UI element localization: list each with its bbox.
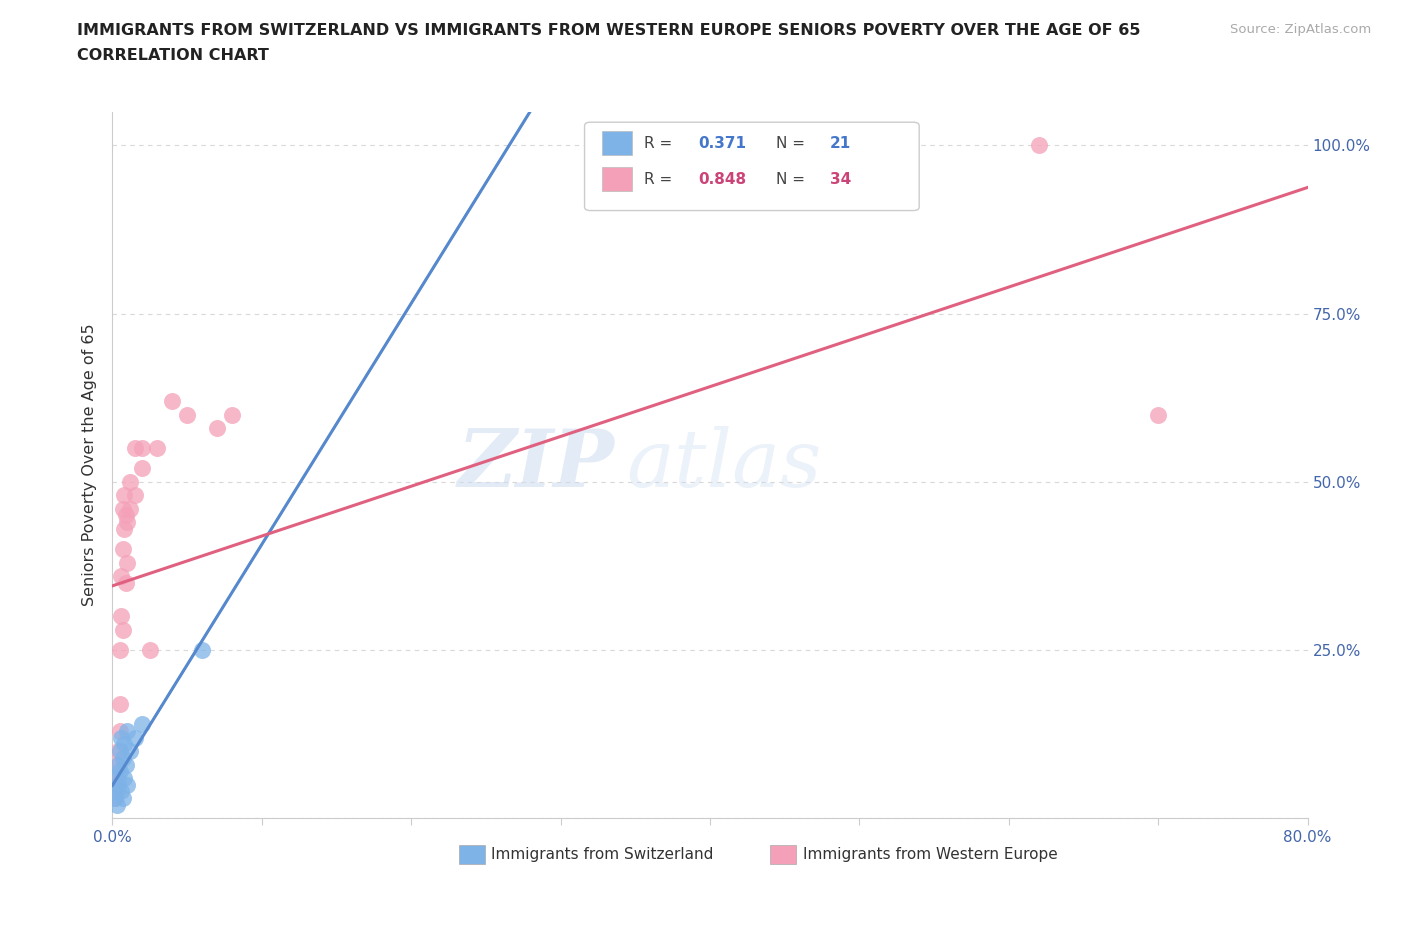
Text: N =: N =: [776, 172, 810, 187]
Point: [110, 568, 132, 583]
Text: atlas: atlas: [627, 426, 821, 504]
Text: Immigrants from Western Europe: Immigrants from Western Europe: [803, 847, 1057, 862]
Point: [117, 555, 139, 570]
Point: [124, 441, 146, 456]
Point: [115, 508, 138, 523]
Point: [1147, 407, 1170, 422]
Point: [108, 764, 131, 778]
Point: [162, 393, 183, 408]
Text: R =: R =: [644, 136, 678, 151]
Point: [131, 461, 153, 476]
Point: [105, 798, 128, 813]
Text: 0.848: 0.848: [699, 172, 747, 187]
Text: 0.371: 0.371: [699, 136, 747, 151]
Point: [115, 576, 138, 591]
Text: ZIP: ZIP: [457, 426, 614, 504]
Point: [111, 622, 134, 637]
Point: [107, 757, 129, 772]
FancyBboxPatch shape: [603, 166, 633, 192]
Point: [114, 771, 135, 786]
Point: [115, 757, 138, 772]
Point: [131, 441, 153, 456]
Y-axis label: Seniors Poverty Over the Age of 65: Seniors Poverty Over the Age of 65: [82, 324, 97, 606]
Point: [124, 488, 146, 503]
Point: [124, 730, 146, 745]
Point: [108, 643, 131, 658]
Point: [139, 643, 162, 658]
Point: [120, 744, 142, 759]
Point: [110, 609, 132, 624]
Point: [114, 522, 135, 537]
Point: [110, 784, 132, 799]
Text: Immigrants from Switzerland: Immigrants from Switzerland: [491, 847, 714, 862]
FancyBboxPatch shape: [458, 844, 485, 864]
Point: [107, 771, 129, 786]
Point: [111, 751, 134, 765]
Point: [221, 407, 243, 422]
Point: [191, 643, 214, 658]
Point: [111, 790, 134, 805]
Text: CORRELATION CHART: CORRELATION CHART: [77, 48, 269, 63]
Point: [111, 501, 134, 516]
Text: 34: 34: [830, 172, 851, 187]
Text: N =: N =: [776, 136, 810, 151]
Point: [104, 777, 127, 792]
Point: [110, 730, 132, 745]
FancyBboxPatch shape: [585, 122, 920, 210]
Point: [205, 420, 228, 435]
FancyBboxPatch shape: [603, 131, 633, 155]
Point: [146, 441, 169, 456]
Text: Source: ZipAtlas.com: Source: ZipAtlas.com: [1230, 23, 1371, 36]
Point: [120, 474, 142, 489]
Point: [131, 717, 153, 732]
Point: [114, 488, 135, 503]
Point: [114, 737, 135, 751]
Point: [1028, 138, 1050, 153]
Point: [117, 777, 139, 792]
Point: [104, 784, 127, 799]
Point: [176, 407, 198, 422]
Point: [107, 777, 129, 792]
Point: [120, 501, 142, 516]
Text: 21: 21: [830, 136, 851, 151]
Point: [105, 757, 128, 772]
Point: [108, 724, 131, 738]
Point: [107, 744, 129, 759]
Text: R =: R =: [644, 172, 678, 187]
Text: IMMIGRANTS FROM SWITZERLAND VS IMMIGRANTS FROM WESTERN EUROPE SENIORS POVERTY OV: IMMIGRANTS FROM SWITZERLAND VS IMMIGRANT…: [77, 23, 1140, 38]
Point: [108, 744, 131, 759]
Point: [108, 697, 131, 711]
Point: [104, 790, 127, 805]
Point: [104, 790, 127, 805]
Point: [105, 784, 128, 799]
Point: [117, 724, 139, 738]
Point: [111, 541, 134, 556]
FancyBboxPatch shape: [770, 844, 796, 864]
Point: [105, 771, 128, 786]
Point: [117, 515, 139, 530]
